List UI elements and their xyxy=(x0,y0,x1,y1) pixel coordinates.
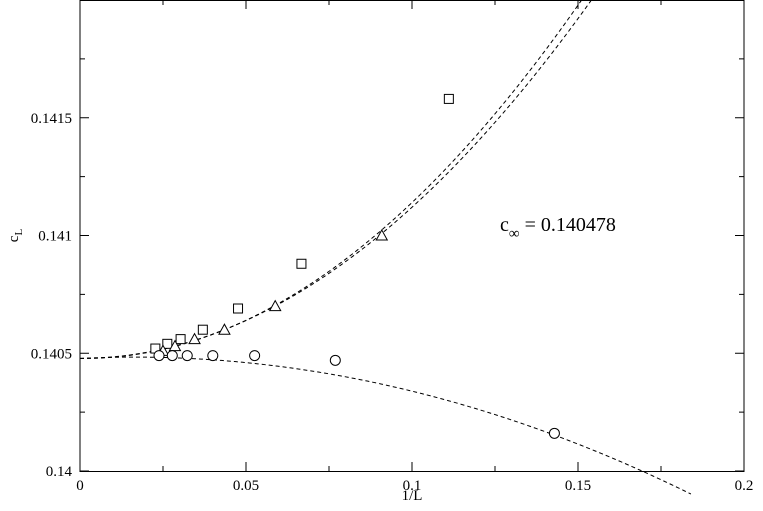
y-axis-label: cL xyxy=(6,229,25,243)
fit-curve-triangle xyxy=(79,0,593,359)
x-axis-label: 1/L xyxy=(402,488,423,504)
annotation-main: c xyxy=(500,214,509,236)
annotation-subscript: ∞ xyxy=(509,226,520,242)
x-tick-label: 0.2 xyxy=(735,478,754,494)
axis-ticks xyxy=(79,0,745,472)
extrapolated-value-annotation: c∞ = 0.140478 xyxy=(500,214,616,242)
square-marker xyxy=(162,338,173,349)
fit-curve-circle xyxy=(79,356,692,495)
x-tick-label: 0.05 xyxy=(233,478,259,494)
fit-curves xyxy=(79,0,692,495)
x-tick-label: 0 xyxy=(76,478,84,494)
y-axis-label-sub: L xyxy=(13,229,25,236)
fit-curve-square xyxy=(79,0,583,359)
y-tick-label: 0.141 xyxy=(38,229,72,245)
y-tick-label: 0.1405 xyxy=(31,346,72,362)
tick-labels: 0 0.05 0.1 0.15 0.2 0.14 0.1405 0.141 0.1415 xyxy=(31,111,754,494)
circle-marker xyxy=(329,354,341,366)
data-markers xyxy=(150,93,560,439)
triangle-marker xyxy=(268,299,282,312)
square-marker xyxy=(175,334,186,345)
y-axis-label-main: c xyxy=(6,235,22,242)
plot-frame xyxy=(79,0,745,472)
square-marker xyxy=(197,324,208,335)
y-tick-label: 0.1415 xyxy=(31,111,72,127)
triangle-marker xyxy=(375,228,389,241)
circle-marker xyxy=(207,350,219,362)
x-tick-label: 0.1 xyxy=(403,478,422,494)
circle-marker xyxy=(181,350,193,362)
circle-marker xyxy=(249,350,261,362)
square-marker xyxy=(296,258,307,269)
svg-text:cL: cL xyxy=(6,229,25,243)
y-tick-label: 0.14 xyxy=(46,464,73,480)
circle-marker xyxy=(548,427,560,439)
triangle-marker xyxy=(188,332,201,345)
circle-marker xyxy=(153,350,165,362)
x-tick-label: 0.15 xyxy=(565,478,591,494)
annotation-value: = 0.140478 xyxy=(520,214,616,236)
triangle-marker xyxy=(168,339,182,352)
triangle-marker xyxy=(218,323,231,335)
square-marker xyxy=(443,93,454,104)
circle-marker xyxy=(166,350,178,362)
square-marker xyxy=(233,303,244,314)
